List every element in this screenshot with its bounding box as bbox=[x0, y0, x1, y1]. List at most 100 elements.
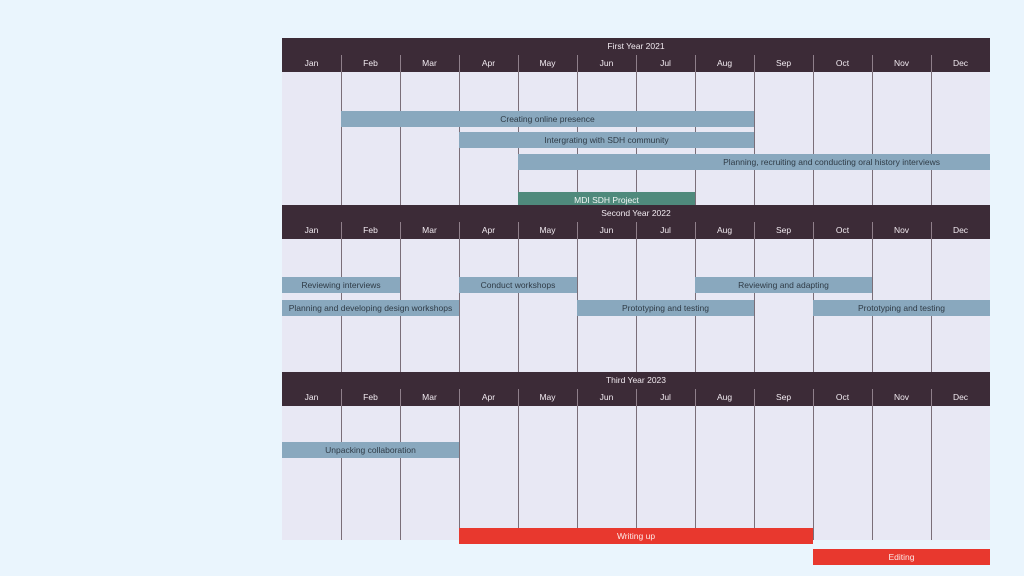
month-divider bbox=[872, 389, 873, 406]
month-divider bbox=[636, 389, 637, 406]
gridline bbox=[459, 239, 460, 373]
gridline bbox=[518, 406, 519, 540]
gridline bbox=[341, 406, 342, 540]
month-label: Oct bbox=[835, 392, 850, 402]
month-divider bbox=[813, 55, 814, 72]
month-label: Feb bbox=[363, 225, 378, 235]
month-divider bbox=[400, 222, 401, 239]
month-label: Nov bbox=[893, 392, 910, 402]
month-divider bbox=[400, 389, 401, 406]
gridline bbox=[636, 406, 637, 540]
month-divider bbox=[400, 55, 401, 72]
timeline-grid: Unpacking collaboration Writing up Editing bbox=[282, 406, 990, 565]
gridline bbox=[813, 72, 814, 206]
month-label: Jan bbox=[304, 392, 319, 402]
month-divider bbox=[518, 55, 519, 72]
month-label: Jun bbox=[599, 58, 614, 68]
month-label: Apr bbox=[481, 58, 496, 68]
month-divider bbox=[459, 389, 460, 406]
gridline bbox=[341, 72, 342, 206]
gantt-section: Second Year 2022 Jan Feb Mar Apr May Jun Jul Aug… bbox=[282, 205, 990, 373]
task-bar: Writing up bbox=[459, 528, 813, 544]
month-label: Dec bbox=[952, 58, 969, 68]
task-bar: Reviewing and adapting bbox=[695, 277, 872, 293]
month-label: Sep bbox=[775, 58, 792, 68]
task-bar: Conduct workshops bbox=[459, 277, 577, 293]
month-label: May bbox=[539, 58, 556, 68]
month-divider bbox=[931, 389, 932, 406]
month-header-row: Jan Feb Mar Apr May Jun Jul Aug Sep Oct Nov Dec bbox=[282, 55, 990, 72]
gantt-section: Third Year 2023 Jan Feb Mar Apr May Jun Jul Aug S… bbox=[282, 372, 990, 565]
month-label: Oct bbox=[835, 58, 850, 68]
task-bar: Planning, recruiting and conducting oral… bbox=[518, 154, 990, 170]
gridline bbox=[518, 239, 519, 373]
gridline bbox=[813, 406, 814, 540]
month-label: Jul bbox=[660, 58, 671, 68]
month-divider bbox=[636, 222, 637, 239]
month-divider bbox=[577, 389, 578, 406]
year-header: Second Year 2022 bbox=[282, 205, 990, 222]
month-label: Nov bbox=[893, 225, 910, 235]
timeline-grid: Creating online presence Intergrating wit… bbox=[282, 72, 990, 233]
gridline bbox=[872, 406, 873, 540]
gantt-section: First Year 2021 Jan Feb Mar Apr May Jun Jul Aug S… bbox=[282, 38, 990, 233]
month-label: Oct bbox=[835, 225, 850, 235]
month-label: Feb bbox=[363, 58, 378, 68]
month-divider bbox=[518, 222, 519, 239]
gantt-chart: First Year 2021 Jan Feb Mar Apr May Jun Jul Aug S… bbox=[282, 38, 990, 565]
gridline bbox=[695, 406, 696, 540]
month-divider bbox=[872, 55, 873, 72]
month-divider bbox=[459, 222, 460, 239]
month-header-row: Jan Feb Mar Apr May Jun Jul Aug Sep Oct Nov Dec bbox=[282, 389, 990, 406]
month-divider bbox=[636, 55, 637, 72]
month-divider bbox=[341, 389, 342, 406]
month-header-row: Jan Feb Mar Apr May Jun Jul Aug Sep Oct Nov Dec bbox=[282, 222, 990, 239]
month-label: Jan bbox=[304, 225, 319, 235]
month-label: Feb bbox=[363, 392, 378, 402]
month-label: Apr bbox=[481, 225, 496, 235]
month-divider bbox=[577, 222, 578, 239]
year-header: First Year 2021 bbox=[282, 38, 990, 55]
month-label: Nov bbox=[893, 58, 910, 68]
task-bar: Intergrating with SDH community bbox=[459, 132, 754, 148]
month-label: Mar bbox=[422, 392, 437, 402]
month-label: Dec bbox=[952, 225, 969, 235]
gridline bbox=[931, 406, 932, 540]
month-divider bbox=[518, 389, 519, 406]
month-label: Jun bbox=[599, 225, 614, 235]
month-divider bbox=[813, 222, 814, 239]
month-divider bbox=[754, 389, 755, 406]
month-divider bbox=[695, 222, 696, 239]
month-label: May bbox=[539, 225, 556, 235]
month-divider bbox=[754, 222, 755, 239]
month-divider bbox=[872, 222, 873, 239]
month-label: Aug bbox=[716, 58, 733, 68]
task-bar: Creating online presence bbox=[341, 111, 754, 127]
month-label: Sep bbox=[775, 392, 792, 402]
year-header: Third Year 2023 bbox=[282, 372, 990, 389]
month-label: Mar bbox=[422, 225, 437, 235]
month-divider bbox=[754, 55, 755, 72]
gridline bbox=[400, 406, 401, 540]
gridline bbox=[400, 72, 401, 206]
month-divider bbox=[341, 55, 342, 72]
month-divider bbox=[813, 389, 814, 406]
gridline bbox=[754, 406, 755, 540]
month-label: Sep bbox=[775, 225, 792, 235]
month-label: Jun bbox=[599, 392, 614, 402]
month-divider bbox=[695, 55, 696, 72]
month-label: Apr bbox=[481, 392, 496, 402]
month-divider bbox=[341, 222, 342, 239]
task-bar: Prototyping and testing bbox=[813, 300, 990, 316]
month-divider bbox=[931, 222, 932, 239]
gridline bbox=[931, 72, 932, 206]
task-bar: Editing bbox=[813, 549, 990, 565]
timeline-grid: Reviewing interviews Conduct workshops Rev… bbox=[282, 239, 990, 373]
month-divider bbox=[931, 55, 932, 72]
month-label: Mar bbox=[422, 58, 437, 68]
gridline bbox=[459, 406, 460, 540]
gridline bbox=[754, 72, 755, 206]
gridline bbox=[754, 239, 755, 373]
month-label: Jul bbox=[660, 392, 671, 402]
month-label: Jan bbox=[304, 58, 319, 68]
